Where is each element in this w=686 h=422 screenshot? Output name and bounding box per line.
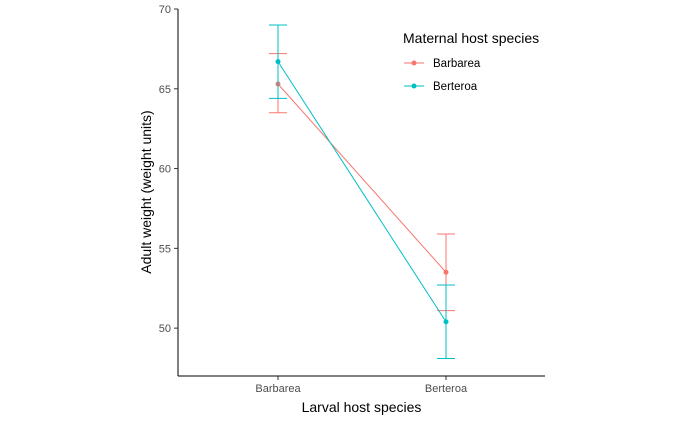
y-tick-label: 60 xyxy=(159,164,171,176)
legend-key-point-barbarea xyxy=(411,60,417,66)
data-point-berteroa xyxy=(443,319,449,325)
y-axis-ticks: 50 55 60 65 70 xyxy=(159,4,178,335)
y-axis-title: Adult weight (weight units) xyxy=(138,110,154,273)
legend-label-barbarea: Barbarea xyxy=(433,58,481,70)
x-tick-label: Berteroa xyxy=(425,383,468,395)
y-tick-label: 50 xyxy=(159,323,171,335)
data-point-barbarea xyxy=(443,269,449,275)
y-tick-label: 55 xyxy=(159,243,171,255)
plot-marks xyxy=(269,24,455,359)
legend-title: Maternal host species xyxy=(403,30,539,46)
y-tick-label: 70 xyxy=(159,4,171,16)
series-berteroa xyxy=(269,24,455,359)
x-axis-ticks: Barbarea Berteroa xyxy=(255,376,468,395)
series-barbarea xyxy=(269,53,455,312)
series-line-berteroa xyxy=(277,61,447,323)
series-line-barbarea xyxy=(277,83,447,273)
legend-label-berteroa: Berteroa xyxy=(433,81,478,93)
x-axis-title: Larval host species xyxy=(302,399,422,415)
y-tick-label: 65 xyxy=(159,84,171,96)
legend-key-point-berteroa xyxy=(411,83,417,89)
x-tick-label: Barbarea xyxy=(255,383,301,395)
legend: Maternal host species Barbarea Berteroa xyxy=(403,30,539,93)
data-point-berteroa xyxy=(275,59,281,65)
